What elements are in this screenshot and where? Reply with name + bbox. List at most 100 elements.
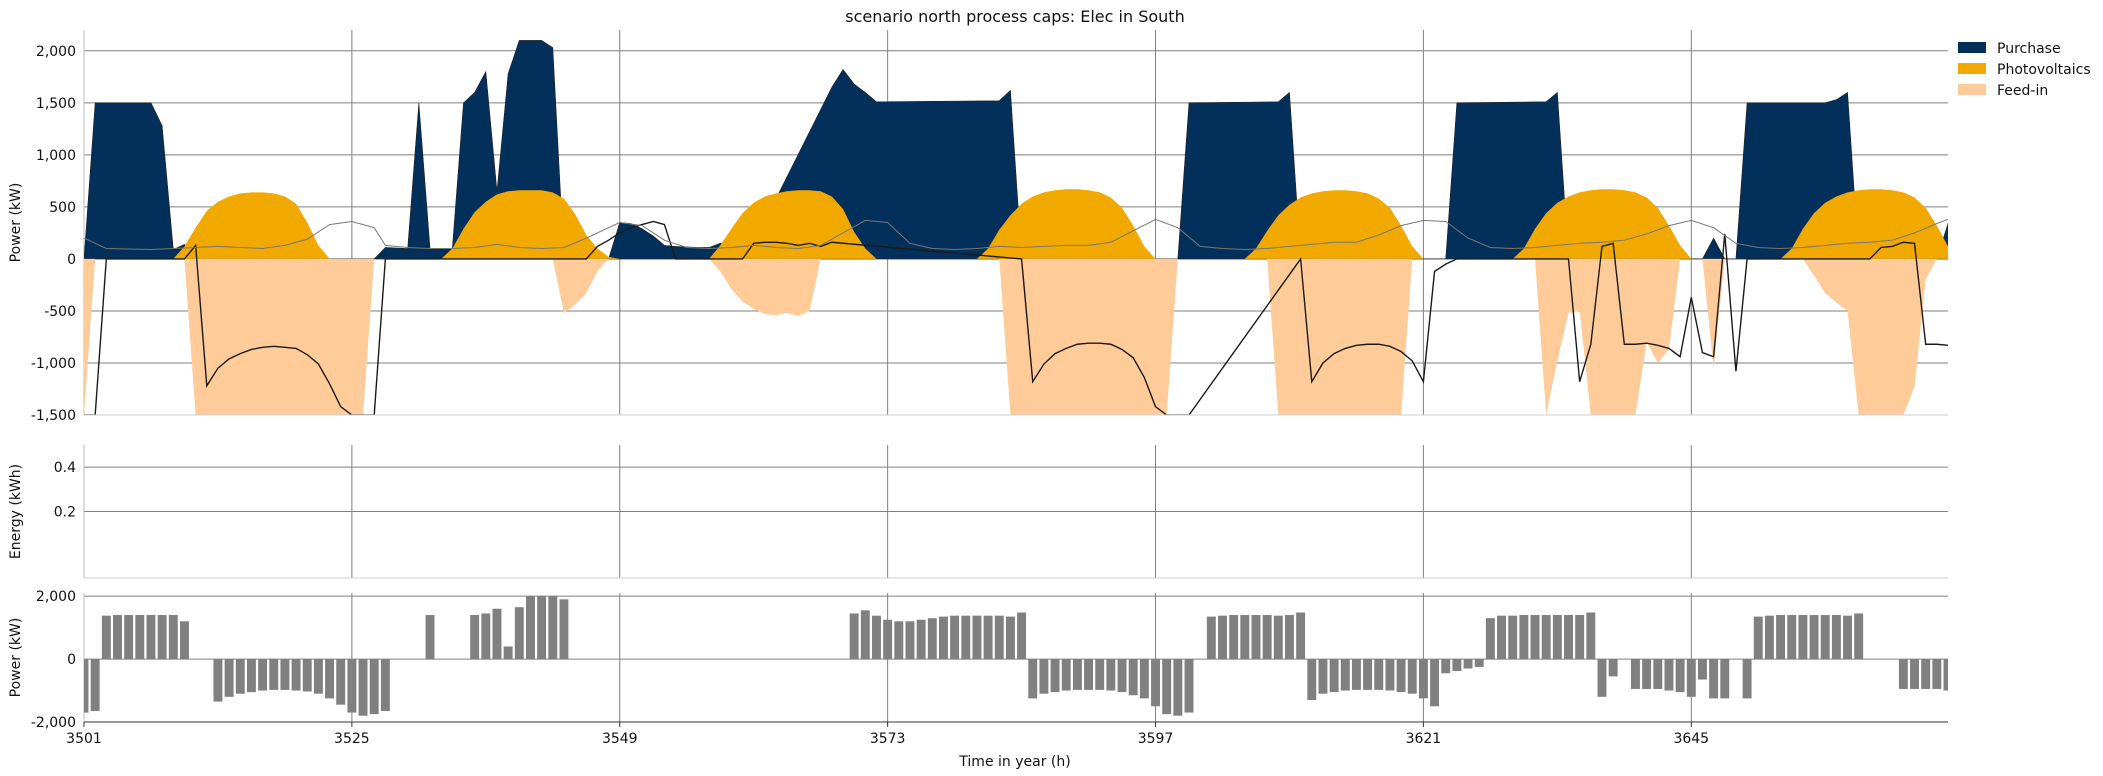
bar [1753, 616, 1763, 660]
bar [1407, 659, 1417, 694]
bar [927, 618, 937, 660]
bar [380, 659, 390, 711]
bar [1564, 615, 1573, 660]
bar [1418, 659, 1428, 699]
bar [1709, 659, 1719, 699]
x-tick-label: 3525 [334, 731, 370, 747]
bar [1307, 659, 1317, 700]
energy-panel: 0.4 0.2 Energy (kWh) [8, 445, 1948, 579]
legend-swatch [1958, 63, 1986, 74]
bar [246, 659, 256, 693]
bar [1363, 659, 1373, 690]
bar [1820, 615, 1830, 660]
bar [157, 615, 167, 660]
bar [849, 613, 859, 660]
bar [503, 646, 513, 660]
bar [1575, 615, 1585, 660]
bar [1095, 659, 1105, 690]
bar [1955, 659, 1964, 695]
power-bars-panel: 2,000 0 -2,000 Power (kW) 3501 3525 3549 3573 35… [8, 589, 1997, 747]
bar [1854, 613, 1864, 660]
bar [302, 659, 312, 692]
plot-area [84, 40, 1948, 415]
bar [1318, 659, 1328, 694]
bar [258, 659, 268, 691]
bar [1787, 615, 1797, 660]
bar [280, 659, 290, 690]
bar [1084, 659, 1094, 690]
bar [1988, 659, 1997, 676]
bar [1831, 615, 1841, 660]
bar [1005, 616, 1015, 660]
line-load [84, 218, 1948, 251]
bar [1798, 615, 1808, 660]
bar [1541, 615, 1551, 660]
bar [1597, 659, 1607, 697]
bar [124, 615, 134, 660]
bar [1273, 615, 1283, 660]
bar [1139, 659, 1149, 699]
bar [1697, 659, 1707, 680]
bar [1218, 615, 1227, 660]
bar [1742, 659, 1752, 699]
bar [1675, 659, 1685, 693]
bar [1921, 659, 1931, 689]
bar [1117, 659, 1127, 693]
bar [470, 615, 480, 660]
bar [1151, 659, 1160, 707]
bar [1039, 659, 1049, 694]
power-panel: 2,000 1,500 1,000 500 0 -500 -1,000 -1,500 Power… [8, 30, 1948, 424]
bar [972, 615, 982, 660]
bar [1776, 615, 1786, 660]
bar [1396, 659, 1406, 693]
bar [146, 615, 156, 660]
bar [101, 615, 111, 660]
bar [1430, 659, 1440, 707]
bar [1485, 618, 1495, 660]
legend-swatch [1958, 42, 1986, 53]
chart-title: scenario north process caps: Elec in Sou… [845, 7, 1184, 26]
bar [84, 659, 89, 713]
x-tick-label: 3645 [1673, 731, 1709, 747]
y-tick-label: 500 [49, 200, 76, 216]
area-photovoltaics [173, 189, 1948, 259]
x-tick-label: 3501 [66, 731, 102, 747]
bar [1340, 659, 1350, 691]
bar [537, 596, 547, 660]
bar [1943, 659, 1948, 691]
bar [883, 619, 893, 660]
bar [1608, 659, 1618, 677]
y-tick-label: 0 [67, 252, 76, 268]
bar [1028, 659, 1038, 699]
bar [1552, 615, 1562, 660]
y-tick-label: -500 [44, 304, 76, 320]
bar [1809, 615, 1819, 660]
plot-area [84, 596, 1997, 716]
bar [213, 659, 223, 702]
bar [1497, 615, 1506, 660]
x-tick-label: 3597 [1138, 731, 1174, 747]
line-net-balance [84, 220, 1948, 415]
y-tick-label: -1,000 [31, 356, 76, 372]
bar [994, 615, 1004, 660]
bar [1530, 615, 1540, 660]
bar [492, 608, 502, 660]
bar [559, 599, 569, 660]
bar [1061, 659, 1071, 691]
bar [1229, 615, 1239, 660]
bar [168, 615, 178, 660]
bar [135, 615, 145, 660]
y-tick-label: 2,000 [36, 44, 76, 60]
bar [235, 659, 245, 694]
bar [1106, 659, 1116, 691]
bar [425, 615, 435, 660]
bar [1474, 659, 1484, 667]
x-tick-label: 3621 [1406, 731, 1442, 747]
y-tick-label: 1,000 [36, 148, 76, 164]
bar [526, 596, 535, 660]
y-tick-label: -2,000 [31, 715, 76, 731]
bar [325, 659, 335, 699]
bar [1664, 659, 1674, 691]
bar [1686, 659, 1696, 697]
bar [1050, 659, 1060, 693]
